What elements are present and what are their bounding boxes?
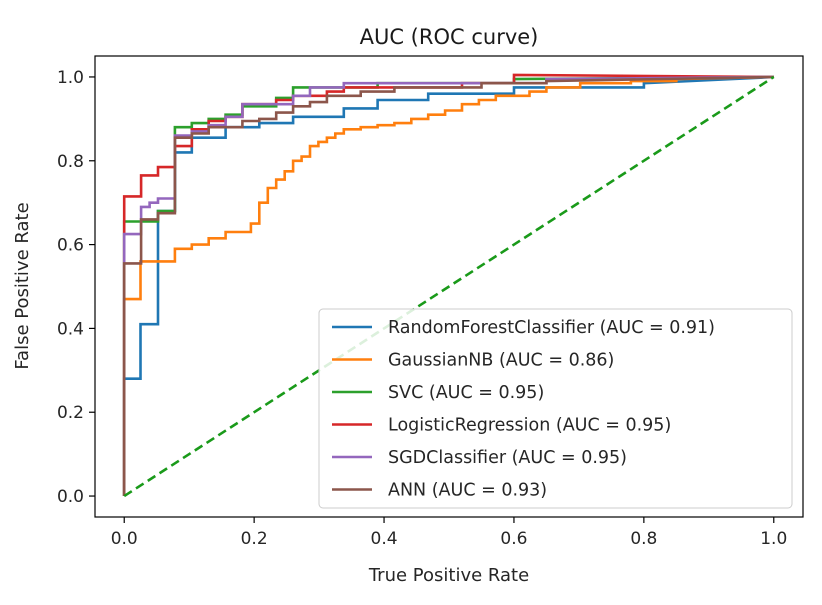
x-tick-label: 0.2 (241, 529, 268, 549)
diagonal-line (123, 75, 775, 498)
x-tick-label: 1.0 (760, 529, 787, 549)
y-tick-label: 0.0 (57, 487, 84, 507)
y-tick-label: 0.8 (57, 152, 84, 172)
legend-label-1: GaussianNB (AUC = 0.86) (388, 351, 614, 371)
axes-frame (94, 55, 804, 518)
series-line-1 (122, 75, 774, 496)
legend-label-5: ANN (AUC = 0.93) (388, 481, 547, 501)
series-line-2 (122, 75, 774, 496)
legend-label-3: LogisticRegression (AUC = 0.95) (388, 416, 671, 436)
series-line-4 (122, 75, 774, 496)
legend-box (318, 308, 793, 509)
x-axis-ticks: 0.0 0.2 0.4 0.6 0.8 1.0 (111, 517, 787, 549)
y-tick-label: 1.0 (57, 68, 84, 88)
legend-label-4: SGDClassifier (AUC = 0.95) (388, 448, 627, 468)
x-tick-label: 0.4 (371, 529, 398, 549)
x-tick-label: 0.6 (500, 529, 527, 549)
legend-label-0: RandomForestClassifier (AUC = 0.91) (388, 318, 715, 338)
y-axis-label: False Positive Rate (12, 202, 33, 369)
x-tick-label: 0.8 (630, 529, 657, 549)
y-axis-ticks: 0.0 0.2 0.4 0.6 0.8 1.0 (57, 68, 95, 507)
series-line-0 (122, 75, 774, 496)
x-axis-label: True Positive Rate (368, 565, 529, 586)
legend-label-2: SVC (AUC = 0.95) (388, 383, 544, 403)
diagonal-layer (123, 75, 775, 498)
series-layer (122, 73, 774, 496)
y-tick-label: 0.2 (57, 403, 84, 423)
series-line-5 (122, 75, 774, 496)
x-tick-label: 0.0 (111, 529, 138, 549)
legend-items: RandomForestClassifier (AUC = 0.91) Gauss… (332, 318, 715, 501)
y-tick-label: 0.4 (57, 319, 84, 339)
chart-title: AUC (ROC curve) (360, 25, 539, 49)
y-tick-label: 0.6 (57, 236, 84, 256)
legend: RandomForestClassifier (AUC = 0.91) Gauss… (318, 308, 793, 509)
